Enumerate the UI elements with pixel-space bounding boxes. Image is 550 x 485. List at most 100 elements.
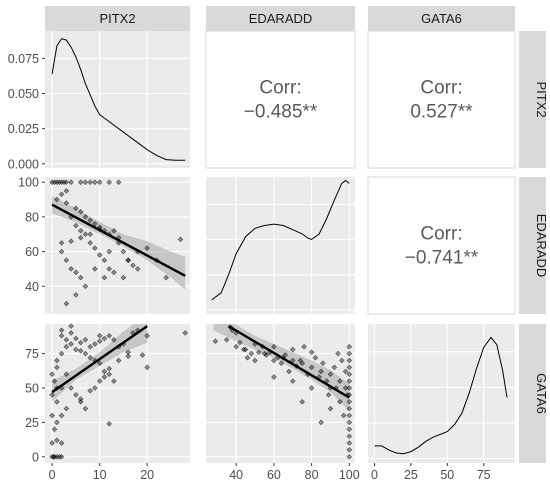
scatter-point [92, 220, 98, 227]
panel-pitx2-pitx2 [45, 31, 190, 168]
scatter-point [346, 364, 353, 371]
scatter-point [63, 188, 70, 194]
scatter-point [87, 179, 94, 186]
scatter-point [278, 360, 285, 367]
scatter-point [271, 374, 277, 380]
scatter-point [223, 336, 230, 343]
scatter-point [82, 350, 89, 357]
scatter-point [63, 371, 70, 378]
correlation-value: −0.485** [244, 102, 318, 123]
scatter-point [255, 349, 262, 356]
scatter-point [63, 343, 70, 350]
scatter-point [106, 248, 113, 255]
scatter-point [130, 262, 136, 269]
scatter-point [120, 274, 127, 281]
scatter-point [342, 368, 349, 375]
x-tick-label: 50 [440, 468, 454, 482]
scatter-point [346, 378, 353, 384]
x-tick-label: 80 [305, 468, 319, 482]
y-tick-label: 0.050 [8, 87, 39, 101]
scatter-point [318, 368, 324, 375]
scatter-point [50, 453, 57, 460]
regression-line-pitx2-gata6 [51, 325, 148, 394]
strip-top-edaradd [206, 6, 355, 31]
scatter-point [54, 419, 60, 426]
y-tick-label: 0 [32, 450, 39, 464]
scatter-point [49, 392, 55, 398]
scatter-point [63, 405, 70, 412]
scatter-point [96, 179, 103, 186]
scatter-point [73, 205, 79, 212]
scatter-point [54, 364, 60, 371]
scatter-point [106, 371, 113, 378]
panel-edaradd-edaradd [206, 177, 355, 314]
scatter-point [340, 412, 347, 419]
scatter-point [63, 257, 70, 264]
scatter-point [49, 412, 55, 419]
scatter-point [54, 357, 60, 364]
scatter-point [335, 350, 341, 357]
scatter-point [271, 343, 277, 350]
scatter-point [212, 338, 219, 345]
scatter-point [237, 339, 243, 346]
scatter-point [346, 398, 353, 405]
correlation-label: Corr: [420, 78, 462, 99]
strip-right-label: EDARADD [534, 214, 549, 278]
scatter-point [92, 179, 98, 186]
scatter-point [144, 332, 151, 339]
facet-strips: PITX2 PITX2 EDARADD EDARADD GATA6 GATA6 [45, 6, 549, 463]
scatter-point [77, 234, 84, 241]
correlation-label: Corr: [420, 224, 462, 245]
scatter-point [346, 371, 353, 378]
y-tick-label: 80 [25, 210, 39, 224]
panel-edaradd-pitx2 [45, 177, 190, 314]
strip-right-edaradd [519, 177, 546, 314]
x-tick-label: 0 [371, 468, 378, 482]
scatter-point [106, 266, 113, 272]
scatter-point [111, 378, 117, 384]
scatter-point [77, 274, 84, 281]
strip-right-gata6 [519, 324, 546, 463]
regression-line-edaradd-gata6 [227, 325, 350, 399]
x-tick-label: 75 [477, 468, 491, 482]
y-tick-label: 50 [25, 382, 39, 396]
correlation-text: Corr: −0.485** Corr: 0.527** Corr: −0.741** [244, 78, 479, 269]
scatter-point [68, 330, 74, 336]
density-curve-gata6 [374, 336, 508, 455]
scatter-point [125, 257, 132, 264]
scatter-point [58, 248, 65, 255]
x-tick-label: 100 [339, 468, 360, 482]
scatter-point [308, 385, 315, 391]
scatter-point [87, 217, 94, 224]
scatter-point [68, 341, 74, 347]
scatter-point [327, 371, 334, 378]
scatter-points [49, 179, 353, 460]
scatter-point [49, 440, 55, 446]
scatter-point [286, 368, 292, 375]
scatter-point [115, 179, 122, 186]
scatter-point [346, 419, 353, 426]
scatter-point [101, 374, 108, 380]
strip-top-label: GATA6 [421, 11, 462, 26]
scatter-point [346, 433, 353, 440]
strip-top-gata6 [368, 6, 515, 31]
scatter-point [111, 227, 117, 234]
scatter-point [331, 364, 338, 371]
scatter-point [77, 396, 84, 402]
scatter-point [77, 347, 84, 354]
correlation-value: −0.741** [405, 248, 479, 269]
x-tick-label: 20 [140, 468, 154, 482]
scatter-point [54, 196, 60, 203]
scatter-point [308, 364, 315, 371]
scatter-point [111, 269, 117, 276]
y-tick-label: 100 [18, 176, 39, 190]
panel-edaradd-gata6 [367, 176, 516, 315]
scatter-point [346, 405, 353, 412]
scatter-point [346, 343, 353, 350]
strip-top-pitx2 [45, 6, 190, 31]
scatter-point [297, 357, 304, 364]
x-tick-label: 60 [267, 468, 281, 482]
scatter-point [73, 392, 79, 398]
scatter-point [82, 283, 89, 290]
scatter-point [337, 378, 343, 384]
